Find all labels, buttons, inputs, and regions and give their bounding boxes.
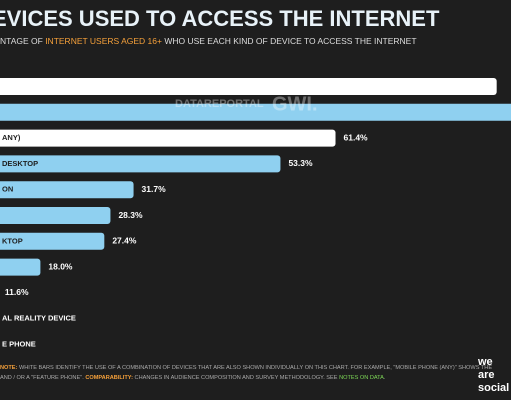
bar (0, 129, 336, 147)
category-label: KTOP (2, 236, 23, 245)
watermark-text: DATAREPORTAL (175, 98, 264, 110)
category-label: ANY) (2, 133, 21, 142)
note: NOTE: WHITE BARS IDENTIFY THE USE OF A C… (0, 365, 492, 371)
subtitle-highlight: INTERNET USERS AGED 16+ (45, 36, 162, 46)
subtitle-part: NTAGE OF (0, 36, 45, 46)
value-label: 61.4% (344, 132, 369, 142)
category-label: E PHONE (2, 339, 36, 348)
subtitle-part: WHO USE EACH KIND OF DEVICE TO ACCESS TH… (162, 36, 417, 46)
subtitle: NTAGE OF INTERNET USERS AGED 16+ WHO USE… (0, 36, 417, 46)
bar (0, 181, 134, 199)
value-label: 31.7% (142, 184, 167, 194)
note-link: NOTES ON DATA (339, 375, 384, 381)
chart-title: EVICES USED TO ACCESS THE INTERNET (0, 6, 440, 31)
note-label: NOTE: (0, 365, 18, 371)
bar (0, 155, 281, 173)
logo-text: social (478, 382, 509, 394)
bar (0, 78, 497, 95)
value-label: 18.0% (48, 261, 73, 271)
value-label: 28.3% (118, 210, 143, 220)
watermark-text: GWI. (272, 93, 318, 115)
note: AND / OR A "FEATURE PHONE". COMPARABILIT… (0, 375, 386, 381)
note-text: AND / OR A "FEATURE PHONE". (0, 375, 85, 381)
bar (0, 103, 511, 121)
logo: we are social (477, 356, 509, 394)
category-label: ON (2, 185, 13, 194)
value-label: 27.4% (112, 236, 137, 246)
bar (0, 232, 105, 250)
category-label: DESKTOP (2, 159, 38, 168)
note-text: CHANGES IN AUDIENCE COMPOSITION AND SURV… (133, 375, 339, 381)
category-label: AL REALITY DEVICE (2, 314, 76, 323)
note-text: WHITE BARS IDENTIFY THE USE OF A COMBINA… (17, 365, 492, 371)
value-label: 53.3% (288, 158, 313, 168)
bar (0, 207, 111, 224)
logo-text: are (478, 369, 495, 381)
note-text: . (384, 375, 386, 381)
value-label: 11.6% (5, 287, 29, 297)
watermark: DATAREPORTAL GWI. (175, 93, 318, 115)
logo-text: we (477, 356, 493, 368)
bar (0, 258, 41, 276)
note-label: COMPARABILITY: (85, 375, 133, 381)
